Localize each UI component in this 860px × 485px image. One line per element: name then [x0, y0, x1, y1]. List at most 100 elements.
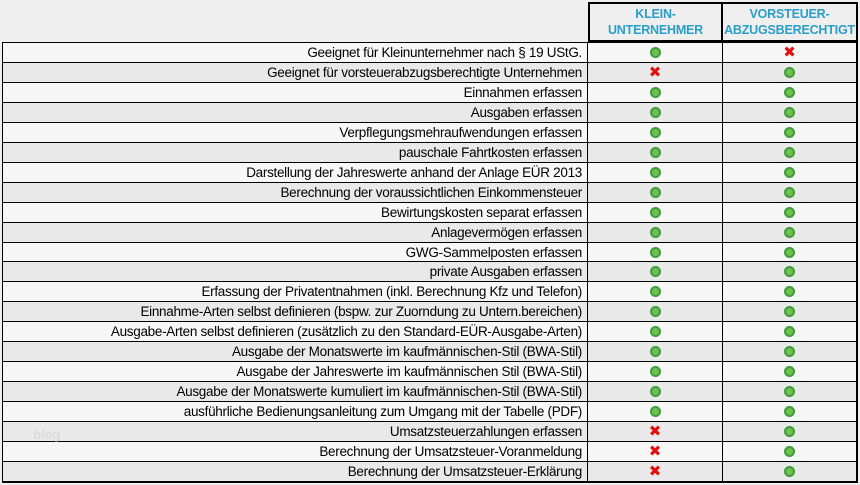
kleinunternehmer-mark-cell [588, 402, 723, 422]
green-dot-icon [784, 386, 795, 398]
kleinunternehmer-mark-cell: ✖ [588, 62, 723, 82]
feature-label: Anlagevermögen erfassen [3, 222, 588, 242]
feature-label: private Ausgaben erfassen [3, 262, 588, 282]
feature-row: Einnahme-Arten selbst definieren (bspw. … [3, 302, 858, 323]
green-dot-icon [649, 366, 661, 378]
green-dot-icon [784, 166, 795, 178]
green-dot-icon [649, 126, 661, 138]
header-spacer [2, 2, 588, 42]
red-x-icon: ✖ [648, 422, 662, 441]
kleinunternehmer-mark-cell [588, 122, 723, 142]
feature-label: Ausgabe-Arten selbst definieren (zusätzl… [3, 322, 588, 342]
vorsteuerabzugsberechtigt-mark-cell [723, 442, 858, 462]
vorsteuerabzugsberechtigt-mark-cell [723, 462, 858, 481]
green-dot-icon [649, 186, 661, 198]
red-x-icon: ✖ [648, 442, 662, 461]
feature-label: ausführliche Bedienungsanleitung zum Umg… [3, 402, 588, 422]
green-dot-icon [784, 246, 795, 258]
vorsteuerabzugsberechtigt-mark-cell [723, 62, 858, 82]
feature-row: Bewirtungskosten separat erfassen [3, 202, 858, 223]
green-dot-icon [784, 465, 795, 477]
kleinunternehmer-mark-cell [588, 262, 723, 282]
kleinunternehmer-mark-cell [588, 102, 723, 122]
kleinunternehmer-mark-cell [588, 302, 723, 322]
vorsteuerabzugsberechtigt-mark-cell [723, 162, 858, 182]
green-dot-icon [649, 166, 661, 178]
vorsteuerabzugsberechtigt-mark-cell [723, 422, 858, 442]
green-dot-icon [649, 206, 661, 218]
vorsteuerabzugsberechtigt-mark-cell [723, 382, 858, 402]
feature-row: pauschale Fahrtkosten erfassen [3, 142, 858, 163]
vorsteuerabzugsberechtigt-mark-cell [723, 302, 858, 322]
feature-row: Ausgabe-Arten selbst definieren (zusätzl… [3, 322, 858, 343]
feature-label: Berechnung der voraussichtlichen Einkomm… [3, 182, 588, 202]
header-vorsteuer-line2: ABZUGSBERECHTIGT [724, 23, 855, 37]
vorsteuerabzugsberechtigt-mark-cell [723, 242, 858, 262]
green-dot-icon [784, 426, 795, 438]
green-dot-icon [649, 86, 661, 98]
feature-row: Berechnung der Umsatzsteuer-Erklärung ✖ [3, 462, 858, 483]
kleinunternehmer-mark-cell [588, 162, 723, 182]
kleinunternehmer-mark-cell [588, 142, 723, 162]
header-kleinunternehmer-line2: UNTERNEHMER [607, 23, 704, 37]
feature-label: Einnahme-Arten selbst definieren (bspw. … [3, 302, 588, 322]
feature-label: Ausgabe der Monatswerte kumuliert im kau… [3, 382, 588, 402]
green-dot-icon [649, 226, 661, 238]
red-x-icon: ✖ [783, 42, 796, 61]
green-dot-icon [649, 146, 661, 158]
green-dot-icon [649, 406, 661, 418]
header-row: KLEIN- UNTERNEHMER VORSTEUER- ABZUGSBERE… [2, 2, 858, 42]
vorsteuerabzugsberechtigt-mark-cell [723, 342, 858, 362]
header-kleinunternehmer-line1: KLEIN- [635, 7, 676, 21]
feature-row: private Ausgaben erfassen [3, 262, 858, 283]
kleinunternehmer-mark-cell [588, 322, 723, 342]
green-dot-icon [784, 86, 795, 98]
green-dot-icon [784, 206, 795, 218]
kleinunternehmer-mark-cell: ✖ [588, 442, 723, 462]
header-cell-vorsteuerabzugsberechtigt: VORSTEUER- ABZUGSBERECHTIGT [723, 2, 858, 42]
kleinunternehmer-mark-cell [588, 43, 723, 62]
kleinunternehmer-mark-cell [588, 182, 723, 202]
feature-label: Berechnung der Umsatzsteuer-Voranmeldung [3, 442, 588, 462]
green-dot-icon [649, 106, 661, 118]
green-dot-icon [784, 66, 795, 78]
kleinunternehmer-mark-cell: ✖ [588, 422, 723, 442]
green-dot-icon [649, 246, 661, 258]
feature-label: Einnahmen erfassen [3, 82, 588, 102]
feature-row: Verpflegungsmehraufwendungen erfassen [3, 122, 858, 143]
feature-row: Geeignet für Kleinunternehmer nach § 19 … [3, 42, 858, 63]
vorsteuerabzugsberechtigt-mark-cell [723, 102, 858, 122]
feature-label: Bewirtungskosten separat erfassen [3, 202, 588, 222]
red-x-icon: ✖ [648, 461, 662, 480]
green-dot-icon [649, 266, 661, 278]
kleinunternehmer-mark-cell [588, 202, 723, 222]
feature-row: Ausgabe der Monatswerte kumuliert im kau… [3, 382, 858, 403]
feature-label: Ausgaben erfassen [3, 102, 588, 122]
feature-row: Berechnung der Umsatzsteuer-Voranmeldung… [3, 442, 858, 463]
green-dot-icon [649, 46, 661, 58]
feature-row: Erfassung der Privatentnahmen (inkl. Ber… [3, 282, 858, 303]
green-dot-icon [649, 346, 661, 358]
feature-label: Umsatzsteuerzahlungen erfassen [3, 422, 588, 442]
feature-row: Darstellung der Jahreswerte anhand der A… [3, 162, 858, 183]
vorsteuerabzugsberechtigt-mark-cell [723, 362, 858, 382]
green-dot-icon [784, 446, 795, 458]
feature-label: Darstellung der Jahreswerte anhand der A… [3, 162, 588, 182]
vorsteuerabzugsberechtigt-mark-cell [723, 122, 858, 142]
green-dot-icon [649, 286, 661, 298]
feature-row: Umsatzsteuerzahlungen erfassen ✖ [3, 422, 858, 443]
green-dot-icon [784, 186, 795, 198]
feature-label: Berechnung der Umsatzsteuer-Erklärung [3, 462, 588, 481]
feature-row: Berechnung der voraussichtlichen Einkomm… [3, 182, 858, 203]
green-dot-icon [784, 366, 795, 378]
green-dot-icon [784, 106, 795, 118]
green-dot-icon [784, 286, 795, 298]
feature-row: Ausgabe der Monatswerte im kaufmännische… [3, 342, 858, 363]
feature-row: Ausgaben erfassen [3, 102, 858, 123]
kleinunternehmer-mark-cell [588, 382, 723, 402]
kleinunternehmer-mark-cell [588, 362, 723, 382]
feature-label: pauschale Fahrtkosten erfassen [3, 142, 588, 162]
feature-row: Anlagevermögen erfassen [3, 222, 858, 243]
